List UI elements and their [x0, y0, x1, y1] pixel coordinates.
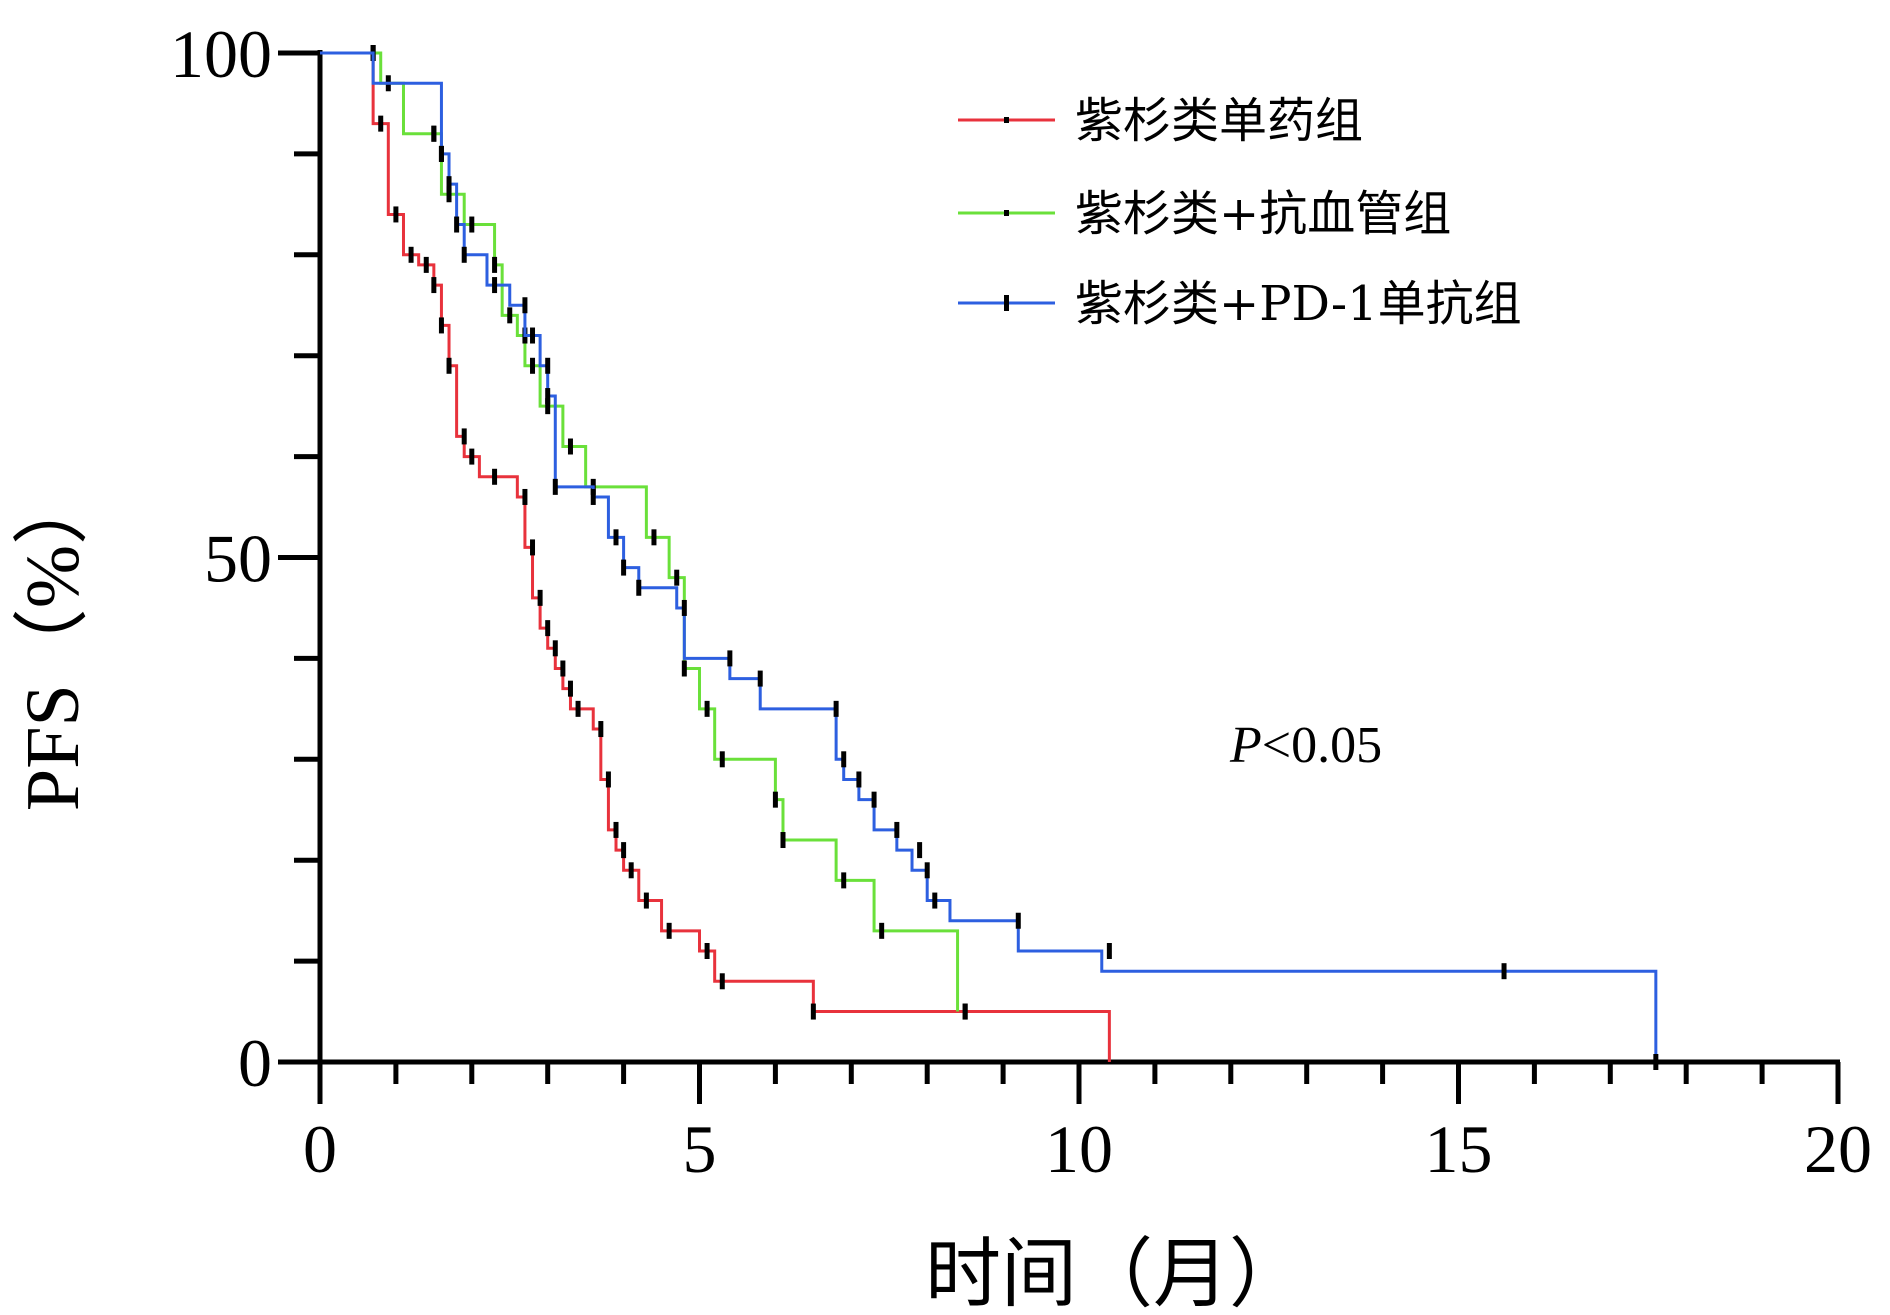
legend-label-3: 紫杉类+PD-1单抗组: [1075, 276, 1522, 332]
legend-label-1: 紫杉类单药组: [1075, 93, 1363, 149]
y-axis-label: PFS（%）: [11, 469, 95, 811]
curves-group: [320, 45, 1659, 1070]
series-1-curve: [320, 51, 1111, 1062]
x-tick-label: 0: [303, 1111, 337, 1187]
x-tick-label: 15: [1425, 1111, 1493, 1187]
x-tick-label: 20: [1804, 1111, 1872, 1187]
x-axis-label: 时间（月）: [925, 1233, 1305, 1315]
p-value-annotation: P<0.05: [1229, 717, 1382, 774]
x-tick-label: 10: [1045, 1111, 1113, 1187]
legend-label-2: 紫杉类+抗血管组: [1075, 186, 1451, 242]
x-tick-label: 5: [683, 1111, 717, 1187]
y-tick-label: 50: [204, 521, 272, 597]
series-3-curve: [320, 51, 1658, 1062]
series-2-curve: [320, 51, 960, 1012]
y-tick-label: 100: [170, 16, 272, 92]
p-value-symbol: P: [1229, 717, 1262, 774]
axes-group: 0 5 10 15 20 0 50 100: [170, 16, 1872, 1187]
y-tick-label: 0: [238, 1025, 272, 1101]
p-value-text: <0.05: [1262, 717, 1382, 774]
